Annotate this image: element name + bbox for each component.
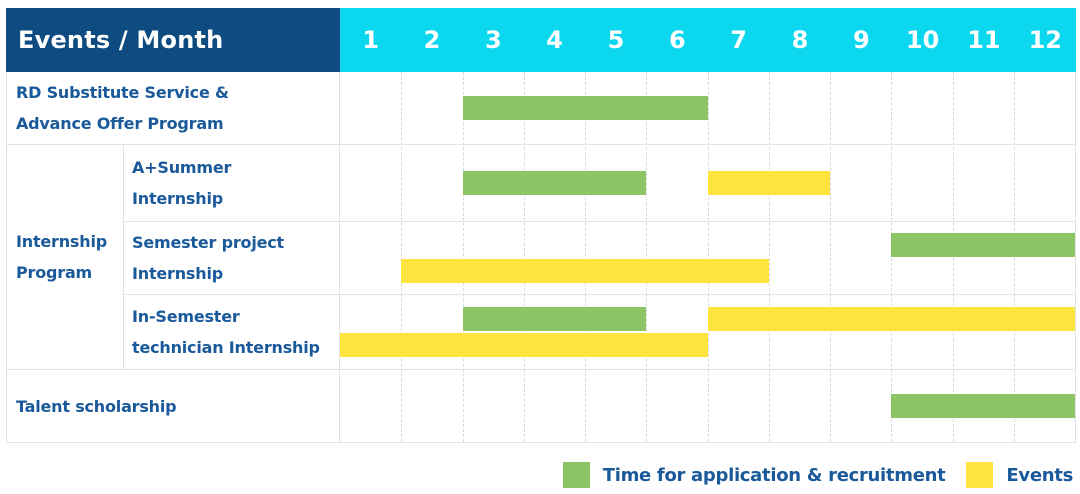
label-line: RD Substitute Service & bbox=[16, 83, 229, 102]
table-header-row: Events / Month 1 2 3 4 5 6 7 8 9 10 11 12 bbox=[6, 8, 1076, 72]
row-label-talent-scholarship: Talent scholarship bbox=[7, 370, 340, 442]
internship-program-group: Internship Program A+Summer Internship S… bbox=[7, 145, 1075, 370]
label-line: Program bbox=[16, 263, 93, 282]
row-semester-project-internship: Semester project Internship bbox=[124, 222, 1075, 295]
gantt-bar-recruitment-m10-m12 bbox=[891, 394, 1075, 418]
gantt-track-in-semester-technician-internship bbox=[340, 295, 1075, 369]
month-header-cell-10: 10 bbox=[905, 26, 940, 54]
row-label-rd-substitute-service: RD Substitute Service & Advance Offer Pr… bbox=[7, 72, 340, 144]
label-line: technician Internship bbox=[132, 338, 320, 357]
gantt-track-talent-scholarship bbox=[340, 370, 1075, 442]
label-line: Internship bbox=[16, 232, 107, 251]
gantt-track-a-plus-summer-internship bbox=[340, 145, 1075, 221]
label-line: Semester project bbox=[132, 233, 284, 252]
month-header-cell-8: 8 bbox=[791, 26, 809, 54]
chart-legend: Time for application & recruitment Event… bbox=[562, 462, 1073, 488]
month-header-cell-6: 6 bbox=[668, 26, 686, 54]
gantt-bar-recruitment-m3-m5 bbox=[462, 307, 647, 331]
month-header-cell-4: 4 bbox=[546, 26, 563, 54]
month-header-cell-9: 9 bbox=[852, 26, 870, 54]
corner-header-cell: Events / Month bbox=[6, 8, 340, 72]
month-header-cell-3: 3 bbox=[484, 26, 502, 54]
month-header-row: 1 2 3 4 5 6 7 8 9 10 11 12 bbox=[340, 8, 1076, 72]
month-header-cell-1: 1 bbox=[362, 26, 380, 54]
gantt-bar-event-m7-m8 bbox=[707, 171, 830, 195]
gantt-bar-recruitment-m3-m6 bbox=[462, 96, 708, 120]
month-header-cell-2: 2 bbox=[423, 26, 441, 54]
legend-item-recruitment: Time for application & recruitment bbox=[562, 462, 946, 488]
month-header-cell-7: 7 bbox=[730, 26, 747, 54]
row-talent-scholarship: Talent scholarship bbox=[7, 370, 1075, 442]
recruitment-color-swatch bbox=[562, 462, 590, 488]
row-a-plus-summer-internship: A+Summer Internship bbox=[124, 145, 1075, 222]
label-line: A+Summer bbox=[132, 158, 232, 177]
row-label-semester-project-internship: Semester project Internship bbox=[124, 222, 340, 294]
internship-program-rows: A+Summer Internship Semester project Int… bbox=[124, 145, 1075, 369]
row-rd-substitute-service: RD Substitute Service & Advance Offer Pr… bbox=[7, 72, 1075, 145]
group-label-internship-program: Internship Program bbox=[7, 145, 124, 369]
gantt-track-rd-substitute-service bbox=[340, 72, 1075, 144]
gantt-bar-recruitment-m10-m12 bbox=[891, 233, 1075, 257]
gantt-bar-event-m1-m6 bbox=[340, 333, 708, 357]
row-label-in-semester-technician-internship: In-Semester technician Internship bbox=[124, 295, 340, 369]
gantt-track-semester-project-internship bbox=[340, 222, 1075, 294]
legend-label-events: Events bbox=[1006, 464, 1073, 486]
legend-item-events: Events bbox=[966, 462, 1073, 488]
month-header-cell-12: 12 bbox=[1028, 26, 1062, 54]
month-header-cell-11: 11 bbox=[967, 26, 1001, 54]
gantt-bar-recruitment-m3-m5 bbox=[462, 171, 647, 195]
events-color-swatch bbox=[966, 462, 994, 488]
label-line: Internship bbox=[132, 189, 223, 208]
gantt-bar-event-m7-m12 bbox=[707, 307, 1075, 331]
row-in-semester-technician-internship: In-Semester technician Internship bbox=[124, 295, 1075, 369]
row-label-a-plus-summer-internship: A+Summer Internship bbox=[124, 145, 340, 221]
legend-label-recruitment: Time for application & recruitment bbox=[602, 464, 946, 486]
label-line: Advance Offer Program bbox=[16, 114, 224, 133]
events-month-table: Events / Month 1 2 3 4 5 6 7 8 9 10 11 12 RD Substi… bbox=[6, 8, 1076, 443]
table-body: RD Substitute Service & Advance Offer Pr… bbox=[6, 72, 1076, 443]
month-header-cell-5: 5 bbox=[607, 26, 625, 54]
label-line: In-Semester bbox=[132, 307, 240, 326]
label-line: Talent scholarship bbox=[16, 396, 177, 416]
label-line: Internship bbox=[132, 264, 223, 283]
gantt-bar-event-m2-m7 bbox=[401, 259, 769, 283]
